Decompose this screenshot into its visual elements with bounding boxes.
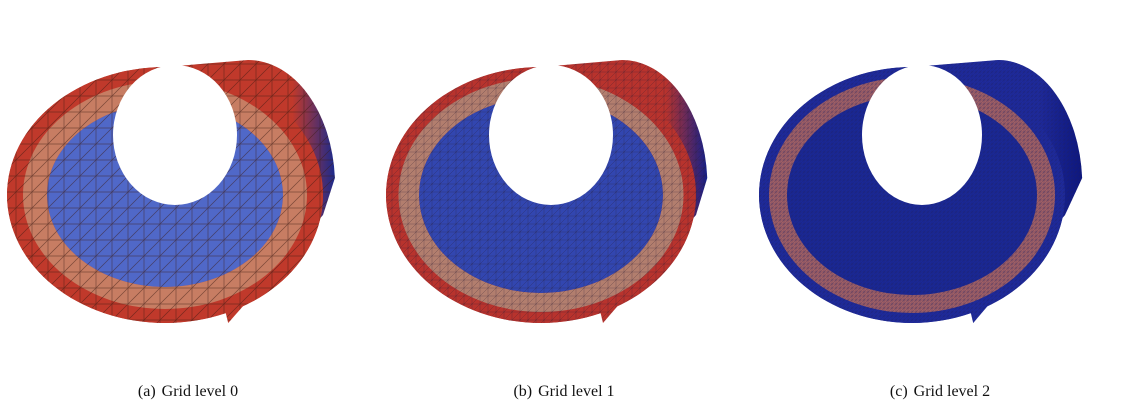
caption-b: (b) Grid level 1 [376,383,752,401]
panel-b: (b) Grid level 1 [376,0,752,409]
cylinder-mesh-a [0,0,376,360]
caption-label-c: (c) [889,383,908,400]
through-hole [862,65,982,205]
caption-text-c: Grid level 2 [913,383,991,400]
panel-c: (c) Grid level 2 [752,0,1128,409]
caption-a: (a) Grid level 0 [0,383,376,401]
through-hole [489,65,613,205]
through-hole [113,65,237,205]
cylinder-mesh-b [376,0,752,360]
panel-a: (a) Grid level 0 [0,0,376,409]
caption-text-a: Grid level 0 [161,383,239,400]
caption-label-a: (a) [137,383,156,400]
caption-c: (c) Grid level 2 [752,383,1128,401]
cylinder-mesh-c [752,0,1128,360]
caption-label-b: (b) [513,383,533,400]
caption-text-b: Grid level 1 [538,383,615,400]
